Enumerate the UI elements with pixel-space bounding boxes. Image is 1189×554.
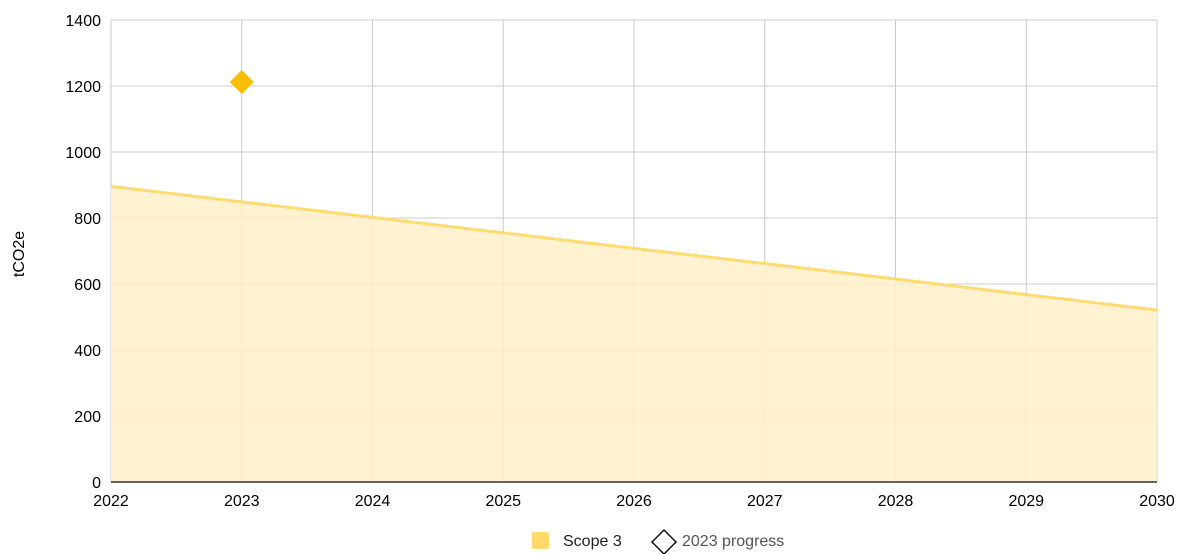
marker-layer: [230, 70, 254, 94]
x-tick-label: 2025: [485, 493, 521, 510]
x-tick-label: 2027: [747, 493, 783, 510]
legend-swatch-scope3: [532, 532, 549, 549]
legend-label-progress: 2023 progress: [682, 533, 784, 550]
y-tick-label: 200: [74, 409, 101, 426]
y-tick-label: 1400: [65, 13, 101, 30]
y-tick-label: 1200: [65, 79, 101, 96]
y-tick-label: 0: [92, 475, 101, 492]
y-tick-label: 400: [74, 343, 101, 360]
y-axis-label: tCO2e: [11, 231, 28, 277]
x-tick-label: 2028: [878, 493, 914, 510]
legend-label-scope3: Scope 3: [563, 533, 622, 550]
x-tick-label: 2022: [93, 493, 129, 510]
y-tick-label: 800: [74, 211, 101, 228]
x-tick-label: 2029: [1008, 493, 1044, 510]
y-tick-label: 1000: [65, 145, 101, 162]
progress-2023-marker: [230, 70, 254, 94]
x-tick-label: 2023: [224, 493, 260, 510]
x-tick-label: 2030: [1139, 493, 1175, 510]
legend-diamond-icon: [652, 530, 676, 554]
x-tick-label: 2024: [355, 493, 391, 510]
legend: Scope 3 2023 progress: [532, 530, 784, 554]
y-tick-label: 600: [74, 277, 101, 294]
x-tick-label: 2026: [616, 493, 652, 510]
